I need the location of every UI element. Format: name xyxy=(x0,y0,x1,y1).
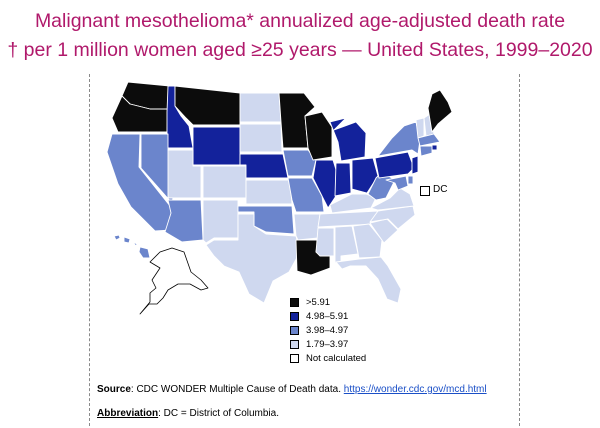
state-UT xyxy=(167,149,202,199)
state-MS xyxy=(315,227,335,257)
abbreviation-note: Abbreviation: DC = District of Columbia. xyxy=(97,408,279,419)
state-NM xyxy=(202,199,239,244)
state-ME xyxy=(427,89,453,133)
state-GA xyxy=(352,223,383,259)
source-text: : CDC WONDER Multiple Cause of Death dat… xyxy=(130,384,344,395)
state-WY xyxy=(192,126,241,166)
legend-label: Not calculated xyxy=(306,353,367,364)
state-NE xyxy=(239,153,289,179)
chart-title-line-1: Malignant mesothelioma* annualized age-a… xyxy=(34,10,566,32)
abbreviation-label: Abbreviation xyxy=(97,408,159,419)
state-KS xyxy=(245,179,293,205)
legend-label: 1.79–3.97 xyxy=(306,339,349,350)
state-MI xyxy=(329,117,367,162)
state-AZ xyxy=(164,199,204,243)
source-link[interactable]: https://wonder.cdc.gov/mcd.html xyxy=(343,384,487,395)
state-WI xyxy=(304,111,333,161)
source-label: Source xyxy=(97,384,131,395)
state-OK xyxy=(237,205,295,235)
state-RI xyxy=(431,144,438,151)
dc-indicator-box xyxy=(420,186,430,196)
legend-swatch xyxy=(290,340,299,349)
state-MT xyxy=(174,85,241,126)
legend-swatch xyxy=(290,312,299,321)
state-CT xyxy=(419,145,433,157)
state-FL xyxy=(335,256,402,304)
state-CO xyxy=(202,165,247,199)
state-KY xyxy=(329,193,377,214)
state-SD xyxy=(239,123,283,153)
state-IN xyxy=(334,162,352,197)
state-PA xyxy=(374,151,415,179)
legend-swatch xyxy=(290,298,299,307)
state-TX xyxy=(205,213,301,304)
state-NJ xyxy=(411,155,419,175)
source-note: Source: CDC WONDER Multiple Cause of Dea… xyxy=(97,384,487,395)
figure-frame xyxy=(89,74,520,426)
state-IL xyxy=(312,159,338,209)
state-AK xyxy=(139,247,209,315)
legend-swatch xyxy=(290,326,299,335)
state-MO xyxy=(287,177,325,213)
abbreviation-text: : DC = District of Columbia. xyxy=(158,408,279,419)
dc-label: DC xyxy=(433,184,448,195)
state-VT xyxy=(415,117,425,139)
state-MD xyxy=(385,175,409,191)
state-AR xyxy=(293,213,321,241)
chart-title-line-2: † per 1 million women aged ≥25 years — U… xyxy=(7,39,593,61)
legend-label: 3.98–4.97 xyxy=(306,325,349,336)
state-NY xyxy=(377,121,421,157)
state-HI xyxy=(113,234,151,259)
state-IA xyxy=(282,149,317,177)
state-AL xyxy=(334,225,359,264)
state-MA xyxy=(417,133,441,147)
state-CA xyxy=(106,133,175,232)
legend-label: >5.91 xyxy=(306,297,331,308)
state-ND xyxy=(239,92,282,123)
state-VA xyxy=(370,187,415,211)
legend-label: 4.98–5.91 xyxy=(306,311,349,322)
legend-swatch xyxy=(290,354,299,363)
state-DE xyxy=(407,175,414,185)
